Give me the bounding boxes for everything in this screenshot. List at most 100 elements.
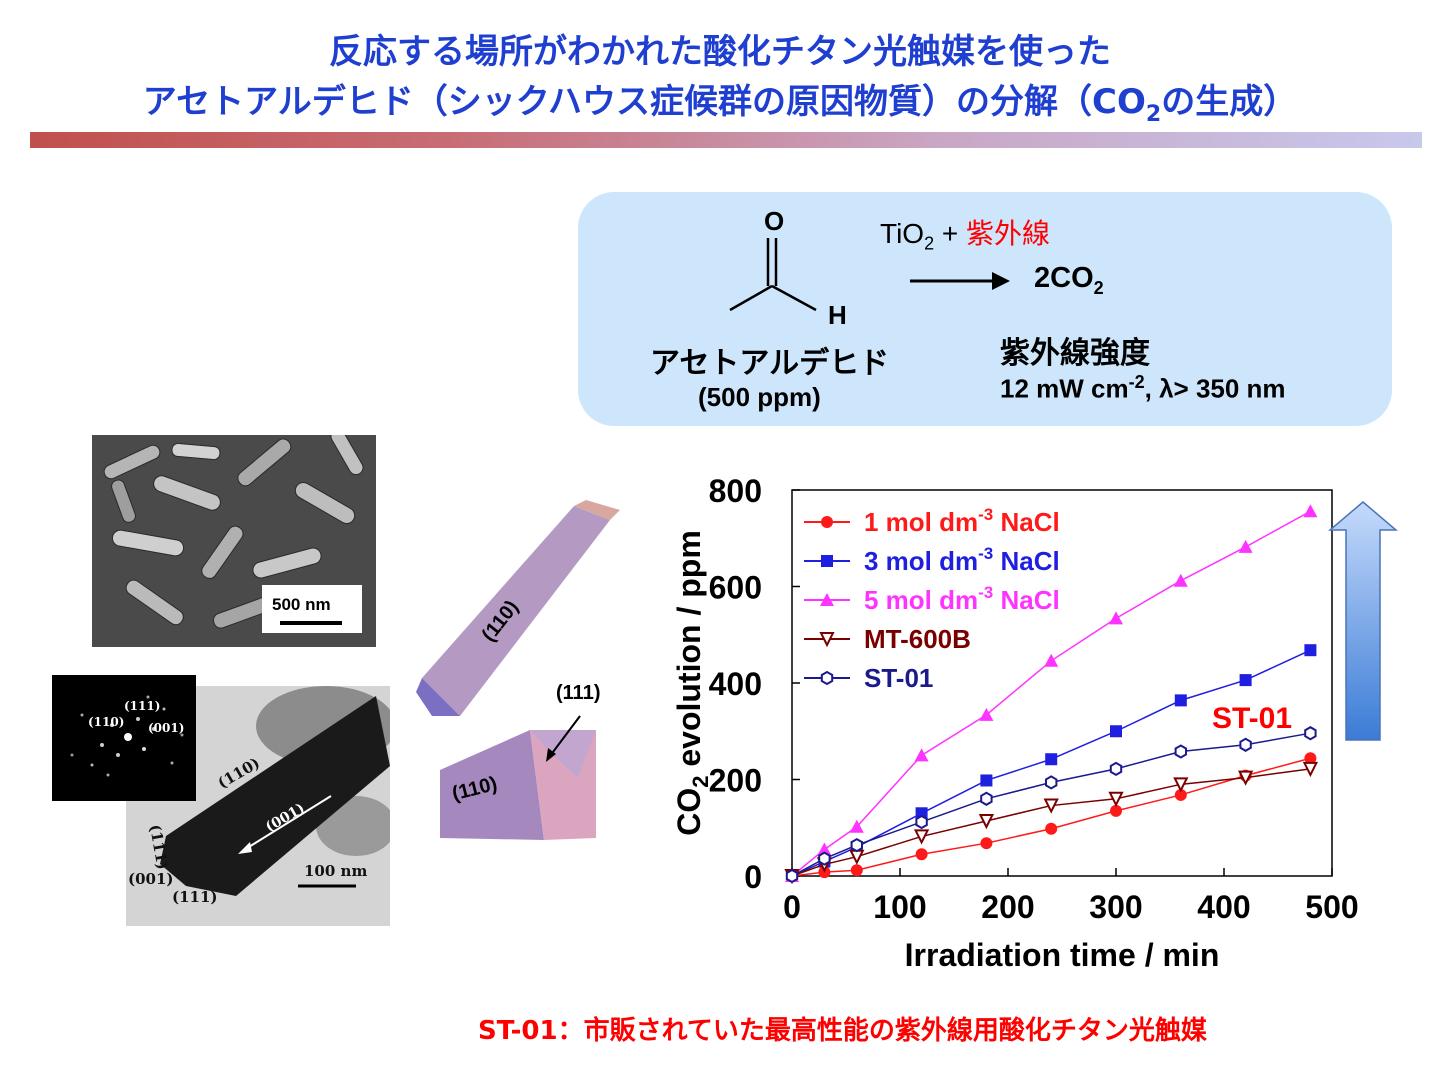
reaction-scheme-box: O H TiO2 + 紫外線 2CO2 アセトアルデヒド (500 ppm) 紫… — [578, 192, 1392, 426]
data-point — [1045, 822, 1058, 835]
y-tick-label: 600 — [709, 570, 762, 606]
data-point — [1110, 725, 1122, 738]
footnote: ST-01：市販されていた最高性能の紫外線用酸化チタン光触媒 — [478, 1016, 1207, 1046]
y-tick-label: 400 — [709, 666, 762, 702]
sem-scale-label: 500 nm — [272, 595, 331, 614]
improvement-arrow-icon — [1328, 501, 1398, 741]
legend-label: ST-01 — [864, 663, 933, 693]
data-point — [849, 819, 864, 833]
co2-evolution-chart: 0 100 200 300 400 500 0 200 400 600 800 1 mol dm-3… — [671, 473, 1359, 973]
data-point — [1238, 539, 1253, 553]
data-point — [1304, 644, 1317, 657]
data-point — [979, 707, 994, 721]
data-point — [913, 829, 930, 845]
x-tick-label: 0 — [783, 889, 801, 925]
legend-marker — [821, 516, 833, 528]
data-point — [978, 813, 995, 830]
saed-label-001: (001) — [148, 721, 185, 735]
x-tick-label: 500 — [1305, 889, 1358, 925]
uv-intensity-title: 紫外線強度 — [1000, 336, 1150, 371]
series-line — [791, 649, 1311, 877]
legend-label: MT-600B — [864, 624, 971, 654]
data-point — [1174, 788, 1187, 801]
y-tick-label: 800 — [709, 473, 762, 509]
series-line — [791, 510, 1311, 877]
catalyst-label: TiO2 + 紫外線 — [880, 217, 1051, 254]
x-tick-label: 100 — [873, 889, 926, 925]
crystal-long-face-110 — [422, 506, 610, 716]
data-point — [1304, 726, 1317, 741]
data-point — [1239, 737, 1252, 752]
data-point — [980, 791, 993, 806]
data-point — [785, 868, 799, 884]
sem-micrograph: 500 nm — [92, 435, 376, 647]
data-point — [915, 814, 928, 830]
diffraction-spots — [70, 695, 184, 777]
data-point — [1174, 744, 1187, 759]
data-point — [1237, 770, 1254, 786]
data-point — [980, 837, 993, 850]
data-point — [850, 837, 863, 853]
saed-label-110: (110) — [88, 715, 125, 729]
legend-marker — [821, 555, 833, 567]
series-line — [791, 732, 1311, 877]
data-point — [1110, 804, 1122, 817]
data-point — [915, 848, 928, 861]
data-point — [849, 849, 865, 865]
tem-label-111-bottom: (111) — [172, 888, 218, 906]
legend-label: 3 mol dm-3 NaCl — [864, 544, 1060, 576]
hydrogen-label: H — [828, 300, 847, 330]
legend-marker — [819, 632, 835, 648]
data-point — [1304, 752, 1317, 765]
uv-intensity-value: 12 mW cm-2, λ> 350 nm — [1000, 372, 1286, 404]
legend-label: 5 mol dm-3 NaCl — [864, 583, 1060, 615]
data-point — [1302, 761, 1319, 778]
series-line — [791, 768, 1311, 877]
slide-title-line2: アセトアルデヒド（シックハウス症候群の原因物質）の分解（CO2の生成） — [142, 82, 1298, 127]
product-label: 2CO2 — [1034, 262, 1104, 298]
data-point — [980, 774, 993, 787]
data-point — [1174, 694, 1187, 707]
data-point — [1044, 653, 1059, 667]
data-point — [1109, 761, 1123, 777]
oxygen-label: O — [764, 206, 785, 236]
data-point — [914, 748, 929, 762]
series-4 — [785, 726, 1317, 884]
saed-pattern: (111) (110) (001) — [52, 675, 196, 801]
crystal-models — [416, 500, 620, 840]
x-axis-label: Irradiation time / min — [905, 937, 1220, 973]
series-2 — [785, 504, 1318, 882]
data-point — [1303, 504, 1318, 518]
y-tick-label: 0 — [744, 859, 762, 895]
data-point — [1239, 674, 1252, 687]
data-point — [1043, 798, 1059, 814]
crystal-short-face-110 — [440, 730, 544, 840]
reactant-concentration: (500 ppm) — [698, 382, 821, 412]
data-point — [1108, 791, 1124, 808]
legend-marker — [820, 593, 834, 606]
data-point — [1109, 611, 1123, 625]
data-point — [817, 842, 832, 856]
reactant-name: アセトアルデヒド — [650, 346, 890, 381]
saed-label-111: (111) — [124, 699, 161, 713]
legend-label: 1 mol dm-3 NaCl — [864, 505, 1060, 537]
tem-scale-label: 100 nm — [304, 862, 368, 880]
acetaldehyde-structure — [729, 238, 1010, 312]
data-point — [850, 864, 863, 877]
series-line — [791, 757, 1311, 877]
st01-annotation: ST-01 — [1212, 702, 1292, 735]
title-underline-bar — [30, 132, 1422, 148]
sem-rods-image — [92, 435, 376, 647]
crystal-label-111: (111) — [556, 682, 601, 704]
data-point — [1173, 573, 1188, 587]
slide-title-line1: 反応する場所がわかれた酸化チタン光触媒を使った — [329, 32, 1111, 72]
legend-marker — [820, 670, 834, 686]
x-tick-label: 200 — [981, 889, 1034, 925]
x-tick-label: 400 — [1197, 889, 1250, 925]
data-point — [915, 807, 928, 820]
x-tick-label: 300 — [1089, 889, 1142, 925]
y-axis-label: CO2 evolution / ppm — [671, 530, 713, 836]
data-point — [1173, 777, 1189, 793]
data-point — [818, 851, 831, 866]
data-point — [1045, 775, 1058, 790]
